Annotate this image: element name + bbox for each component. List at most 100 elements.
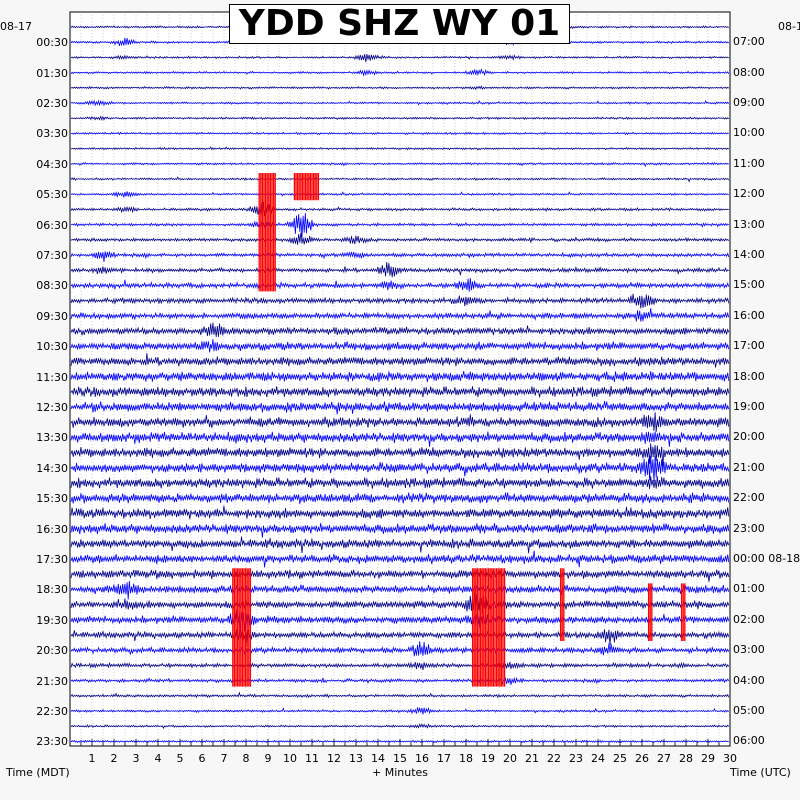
left-row-label: 05:30 [36, 188, 68, 202]
trace-row-16 [70, 261, 730, 278]
x-tick-label: 11 [305, 752, 319, 765]
left-row-label: 14:30 [36, 461, 68, 475]
trace-row-30 [70, 476, 730, 489]
right-row-label: 03:00 [733, 643, 765, 657]
left-date-label: 08-17 [0, 20, 32, 33]
trace-row-22 [70, 353, 730, 368]
right-row-label: 20:00 [733, 430, 765, 444]
left-row-label: 08:30 [36, 279, 68, 293]
trace-row-36 [70, 569, 730, 582]
x-tick-label: 27 [657, 752, 671, 765]
trace-row-4 [70, 85, 730, 91]
right-row-label: 16:00 [733, 308, 765, 322]
right-row-label: 09:00 [733, 96, 765, 109]
trace-row-9 [70, 161, 730, 168]
trace-row-43 [70, 676, 730, 685]
right-row-label: 06:00 [733, 734, 765, 748]
trace-row-20 [70, 322, 730, 337]
x-tick-label: 26 [635, 752, 649, 765]
left-row-label: 07:30 [36, 249, 68, 262]
right-row-label: 00:00 08-18 [733, 552, 800, 565]
trace-row-26 [70, 412, 730, 432]
right-row-label: 04:00 [733, 673, 765, 687]
x-tick-label: 24 [591, 752, 605, 765]
right-row-label: 01:00 [733, 582, 765, 596]
trace-row-15 [70, 251, 730, 262]
right-row-label: 15:00 [733, 278, 765, 292]
trace-row-23 [70, 371, 730, 383]
clip-segment-6 [647, 583, 653, 641]
left-row-label: 19:30 [36, 613, 68, 627]
trace-row-13 [70, 213, 730, 238]
left-row-label: 03:30 [36, 127, 68, 141]
left-row-label: 06:30 [36, 218, 68, 232]
right-row-label: 11:00 [733, 156, 765, 170]
trace-row-3 [70, 68, 730, 77]
trace-row-37 [70, 580, 730, 600]
x-tick-label: 20 [503, 752, 517, 765]
trace-row-17 [70, 277, 730, 292]
left-row-label: 20:30 [36, 644, 68, 658]
clip-segment-1 [293, 173, 320, 201]
trace-row-46 [70, 723, 730, 730]
trace-row-33 [70, 523, 730, 538]
left-row-label: 12:30 [36, 401, 68, 414]
left-row-label: 02:30 [36, 97, 68, 110]
x-tick-label: 21 [525, 752, 539, 765]
left-row-label: 09:30 [36, 309, 68, 323]
x-tick-label: 16 [415, 752, 429, 765]
right-row-label: 19:00 [733, 400, 765, 413]
right-row-label: 17:00 [733, 339, 765, 353]
x-tick-label: 5 [176, 752, 184, 765]
right-row-label: 14:00 [733, 248, 765, 261]
trace-row-28 [70, 443, 730, 467]
trace-row-44 [70, 691, 730, 699]
x-tick-label: 22 [547, 752, 561, 765]
trace-row-42 [70, 661, 730, 670]
left-row-label: 18:30 [36, 583, 68, 597]
left-row-label: 16:30 [36, 522, 68, 536]
x-tick-label: 3 [132, 752, 140, 765]
clip-segment-5 [680, 583, 686, 641]
clip-segment-2 [232, 568, 252, 687]
trace-row-39 [70, 609, 730, 633]
left-row-label: 17:30 [36, 553, 68, 566]
grid-lines [80, 12, 720, 746]
x-axis-title: + Minutes [372, 766, 429, 779]
x-tick-label: 15 [393, 752, 407, 765]
right-row-label: 08:00 [733, 65, 765, 79]
trace-row-38 [70, 591, 730, 615]
left-row-label: 15:30 [36, 492, 68, 506]
right-row-label: 22:00 [733, 491, 765, 505]
left-row-label: 11:30 [36, 370, 68, 384]
x-tick-label: 4 [154, 752, 162, 765]
trace-row-6 [70, 115, 730, 121]
x-tick-label: 25 [613, 752, 627, 765]
x-tick-label: 30 [723, 752, 737, 765]
x-tick-label: 10 [283, 752, 297, 765]
left-row-label: 04:30 [36, 157, 68, 171]
right-row-label: 10:00 [733, 126, 765, 140]
left-row-label: 22:30 [36, 705, 68, 718]
chart-title: YDD SHZ WY 01 [229, 4, 570, 44]
trace-row-41 [70, 641, 730, 657]
trace-row-14 [70, 232, 730, 245]
trace-row-34 [70, 536, 730, 554]
x-tick-label: 19 [481, 752, 495, 765]
x-tick-label: 6 [198, 752, 206, 765]
x-tick-label: 28 [679, 752, 693, 765]
clipped-signal-marks [232, 173, 686, 687]
trace-row-32 [70, 505, 730, 520]
left-row-label: 13:30 [36, 431, 68, 445]
x-tick-label: 2 [110, 752, 118, 765]
right-row-label: 23:00 [733, 521, 765, 535]
trace-row-29 [70, 455, 730, 482]
x-tick-label: 12 [327, 752, 341, 765]
trace-row-7 [70, 131, 730, 136]
x-tick-label: 18 [459, 752, 473, 765]
x-tick-label: 14 [371, 752, 385, 765]
trace-row-5 [70, 99, 730, 107]
trace-row-8 [70, 146, 730, 151]
right-date-label: 08-1 [778, 20, 800, 33]
